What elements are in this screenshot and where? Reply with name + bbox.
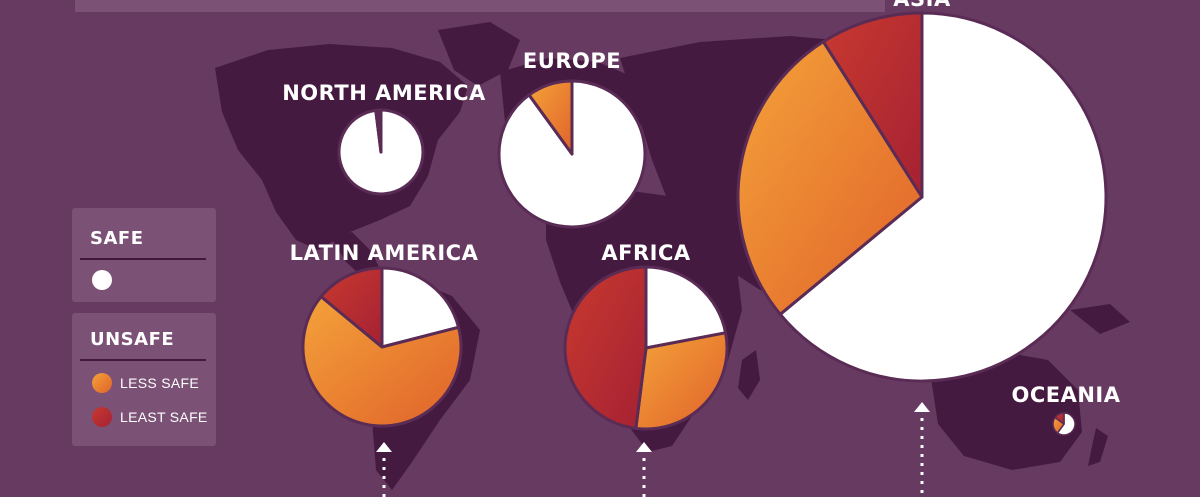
pointer-asia [914, 402, 930, 497]
legend-least-safe-label: LEAST SAFE [120, 409, 208, 425]
pie-slice-africa-safe [644, 265, 728, 350]
pie-slice-latin-america-least-safe [319, 266, 384, 349]
legend-safe-divider [80, 258, 206, 260]
region-pies [301, 11, 1108, 436]
region-label-latin-america: LATIN AMERICA [290, 241, 479, 265]
legend-safe-box: SAFE [72, 208, 216, 302]
pie-slice-africa-less-safe [634, 331, 729, 431]
pointer-latin-america [376, 442, 392, 497]
region-label-asia: ASIA [893, 0, 951, 11]
pie-slice-asia-least-safe [821, 11, 924, 199]
pie-slice-oceania-safe [1056, 412, 1076, 436]
pie-slice-latin-america-safe [380, 266, 461, 349]
top-banner [75, 0, 885, 12]
legend-unsafe-divider [80, 359, 206, 361]
pie-slice-north-america-safe [337, 108, 425, 196]
legend-least-safe-swatch [92, 407, 112, 427]
pie-slice-europe-less-safe [527, 79, 574, 156]
legend-less-safe-swatch [92, 373, 112, 393]
pie-slice-oceania-least-safe [1054, 412, 1065, 425]
pie-slice-latin-america-less-safe [301, 295, 463, 428]
region-label-africa: AFRICA [601, 241, 690, 265]
legend-safe-swatch [92, 270, 112, 290]
legend-unsafe-box: UNSAFE LESS SAFE LEAST SAFE [72, 313, 216, 446]
pie-slice-asia-less-safe [736, 40, 924, 316]
region-label-oceania: OCEANIA [1011, 383, 1120, 407]
pointer-africa [636, 442, 652, 497]
pie-slice-north-america-least-safe [376, 108, 383, 154]
legend-safe-title: SAFE [90, 228, 144, 249]
pie-slice-africa-least-safe [563, 265, 648, 430]
region-label-europe: EUROPE [523, 49, 621, 73]
pie-slice-asia-safe [778, 11, 1108, 383]
region-label-north-america: NORTH AMERICA [282, 81, 486, 105]
legend-unsafe-title: UNSAFE [90, 329, 175, 350]
pointer-arrows [376, 402, 930, 497]
legend-less-safe-label: LESS SAFE [120, 375, 199, 391]
